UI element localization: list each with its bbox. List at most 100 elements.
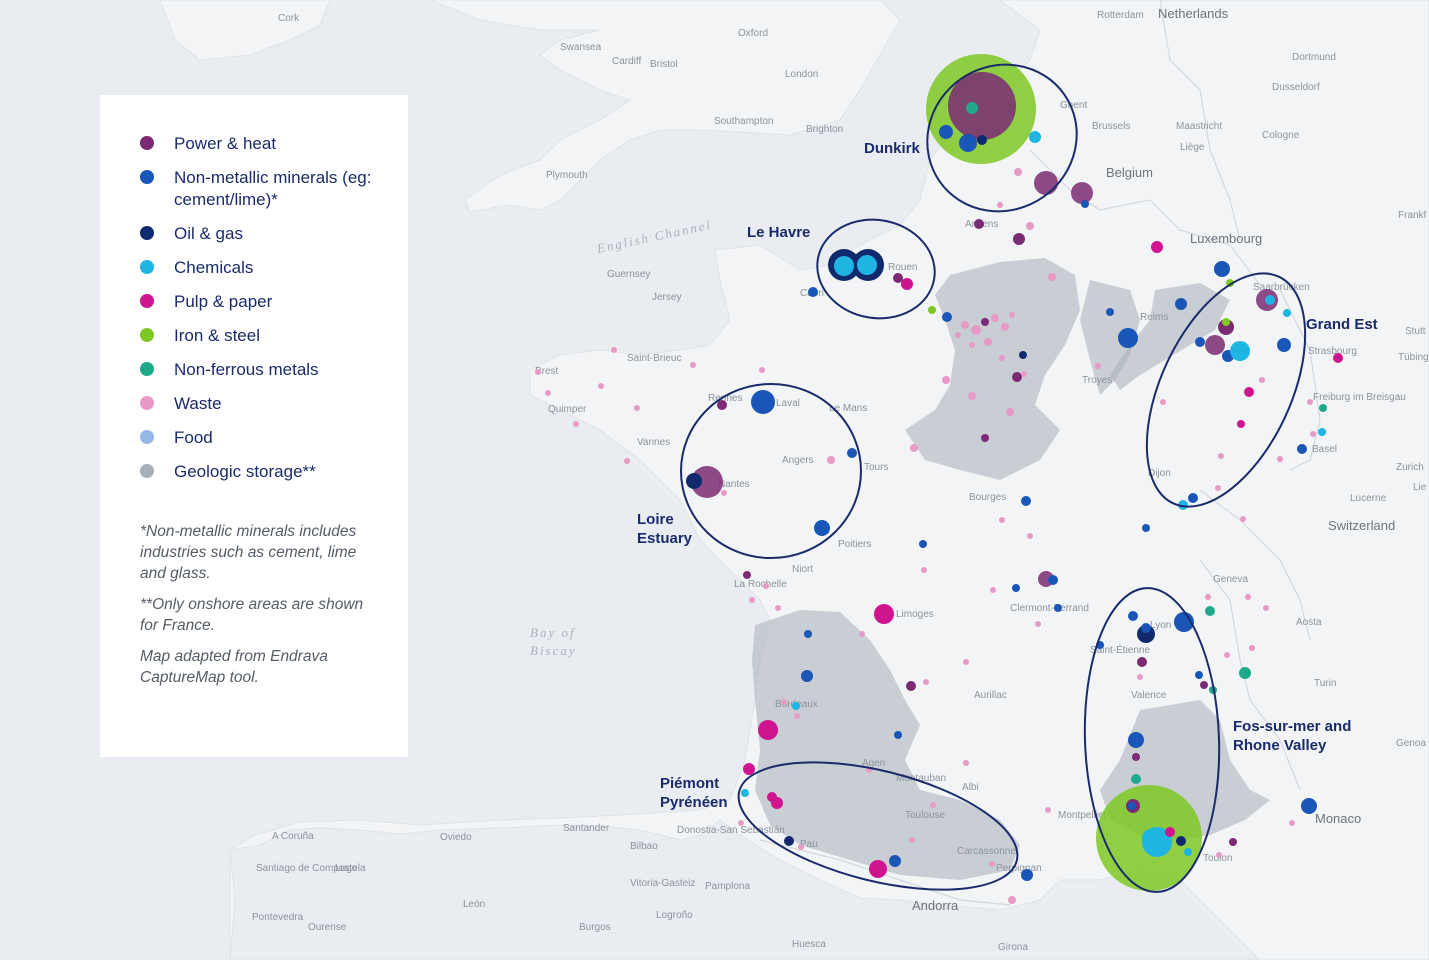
point-power-heat[interactable] [981,318,989,326]
point-waste[interactable] [794,713,800,719]
point-waste[interactable] [535,369,541,375]
point-iron-steel[interactable] [928,306,936,314]
point-pulp-paper[interactable] [1165,827,1175,837]
point-waste[interactable] [1263,605,1269,611]
point-pulp-paper[interactable] [758,720,778,740]
point-waste[interactable] [798,844,804,850]
point-oil-gas[interactable] [977,135,987,145]
point-iron-steel[interactable] [1222,318,1230,326]
point-waste[interactable] [991,314,999,322]
point-non-metallic-minerals[interactable] [1128,732,1144,748]
point-non-metallic-minerals[interactable] [1141,623,1151,633]
point-non-metallic-minerals[interactable] [1195,337,1205,347]
point-waste[interactable] [1277,456,1283,462]
point-waste[interactable] [1240,516,1246,522]
point-waste[interactable] [1001,323,1009,331]
point-waste[interactable] [1035,621,1041,627]
point-non-metallic-minerals[interactable] [1012,584,1020,592]
point-waste[interactable] [1014,168,1022,176]
point-waste[interactable] [1310,431,1316,437]
point-waste[interactable] [968,392,976,400]
point-waste[interactable] [1160,399,1166,405]
point-non-metallic-minerals[interactable] [1301,798,1317,814]
point-power-heat[interactable] [1229,838,1237,846]
point-non-metallic-minerals[interactable] [894,731,902,739]
point-waste[interactable] [1218,453,1224,459]
point-non-metallic-minerals[interactable] [1195,671,1203,679]
point-waste[interactable] [759,367,765,373]
point-waste[interactable] [827,456,835,464]
point-non-metallic-minerals[interactable] [1118,328,1138,348]
point-waste[interactable] [1245,594,1251,600]
point-waste[interactable] [1045,807,1051,813]
point-waste[interactable] [999,355,1005,361]
point-waste[interactable] [1008,896,1016,904]
point-non-metallic-minerals[interactable] [1048,575,1058,585]
point-non-metallic-minerals[interactable] [804,630,812,638]
point-non-ferrous-metals[interactable] [966,102,978,114]
point-waste[interactable] [969,342,975,348]
point-non-metallic-minerals[interactable] [1277,338,1291,352]
point-power-heat[interactable] [893,273,903,283]
point-waste[interactable] [1026,222,1034,230]
point-pulp-paper[interactable] [771,797,783,809]
point-waste[interactable] [1009,312,1015,318]
point-waste[interactable] [923,679,929,685]
point-power-heat[interactable] [717,400,727,410]
point-waste[interactable] [989,861,995,867]
point-non-ferrous-metals[interactable] [1205,606,1215,616]
point-non-metallic-minerals[interactable] [1142,524,1150,532]
point-waste[interactable] [930,802,936,808]
point-waste[interactable] [1215,485,1221,491]
point-non-ferrous-metals[interactable] [1319,404,1327,412]
point-non-metallic-minerals[interactable] [1214,261,1230,277]
point-oil-gas[interactable] [784,836,794,846]
point-pulp-paper[interactable] [1244,387,1254,397]
point-waste[interactable] [1021,371,1027,377]
point-waste[interactable] [999,517,1005,523]
point-chemicals[interactable] [1178,500,1188,510]
point-waste[interactable] [942,376,950,384]
point-non-metallic-minerals[interactable] [1021,496,1031,506]
point-non-metallic-minerals[interactable] [814,520,830,536]
point-waste[interactable] [749,597,755,603]
point-power-heat[interactable] [1200,681,1208,689]
point-non-metallic-minerals[interactable] [1175,298,1187,310]
point-waste[interactable] [1307,399,1313,405]
emission-points[interactable] [535,54,1343,904]
point-non-metallic-minerals[interactable] [801,670,813,682]
point-waste[interactable] [984,338,992,346]
point-waste[interactable] [910,444,918,452]
point-waste[interactable] [634,405,640,411]
point-waste[interactable] [598,383,604,389]
point-non-metallic-minerals[interactable] [1188,493,1198,503]
point-power-heat[interactable] [691,466,723,498]
point-chemicals[interactable] [1142,829,1160,847]
point-waste[interactable] [573,421,579,427]
point-waste[interactable] [971,325,981,335]
point-waste[interactable] [1205,594,1211,600]
point-power-heat[interactable] [974,219,984,229]
point-non-metallic-minerals[interactable] [959,134,977,152]
point-non-metallic-minerals[interactable] [919,540,927,548]
point-chemicals[interactable] [1265,295,1275,305]
point-oil-gas[interactable] [1176,836,1186,846]
point-power-heat[interactable] [1132,753,1140,761]
point-power-heat[interactable] [1071,182,1093,204]
point-chemicals[interactable] [1318,428,1326,436]
point-pulp-paper[interactable] [869,860,887,878]
point-waste[interactable] [624,458,630,464]
point-non-metallic-minerals[interactable] [1297,444,1307,454]
point-waste[interactable] [1216,852,1222,858]
point-waste[interactable] [690,362,696,368]
point-power-heat[interactable] [906,681,916,691]
point-non-ferrous-metals[interactable] [1131,774,1141,784]
point-power-heat[interactable] [1205,335,1225,355]
point-waste[interactable] [963,659,969,665]
point-power-heat[interactable] [1218,319,1234,335]
point-oil-gas[interactable] [686,473,702,489]
point-waste[interactable] [1048,273,1056,281]
point-chemicals[interactable] [792,702,800,710]
point-waste[interactable] [1006,408,1014,416]
point-pulp-paper[interactable] [1333,353,1343,363]
